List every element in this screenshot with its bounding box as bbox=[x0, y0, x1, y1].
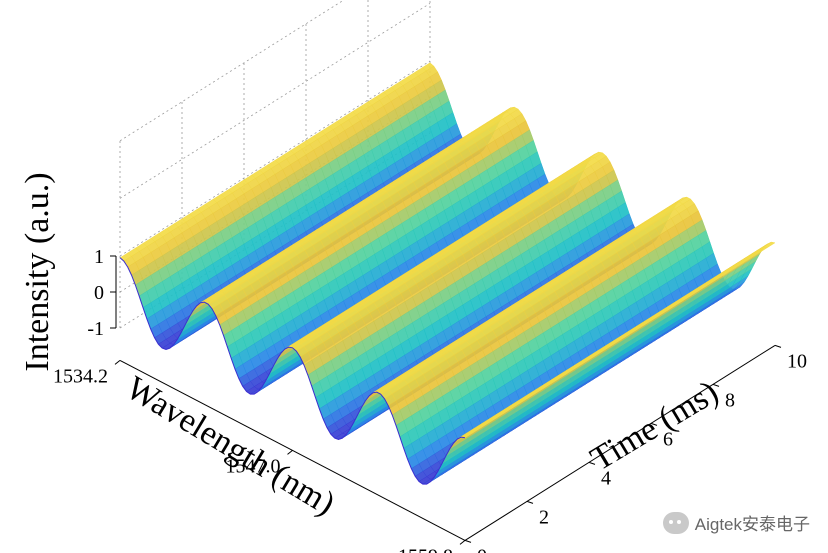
grid-line bbox=[119, 3, 431, 199]
y-tick-label: 6 bbox=[663, 428, 673, 450]
surface-front-edge bbox=[119, 257, 466, 485]
y-tick-mark bbox=[588, 461, 596, 465]
axes bbox=[110, 255, 782, 545]
z-tick-label: 0 bbox=[94, 282, 104, 304]
z-tick-label: -1 bbox=[87, 318, 104, 340]
watermark: Aigtek安泰电子 bbox=[662, 510, 810, 535]
y-tick-mark bbox=[774, 344, 782, 348]
y-tick-label: 8 bbox=[725, 389, 735, 411]
z-tick-label: 1 bbox=[94, 246, 104, 268]
x-tick-mark bbox=[459, 540, 466, 545]
y-tick-mark bbox=[526, 500, 534, 504]
y-axis-line bbox=[464, 344, 776, 541]
x-tick-label: 1547.0 bbox=[226, 455, 281, 477]
x-tick-label: 1559.8 bbox=[398, 545, 453, 553]
y-tick-mark bbox=[650, 422, 658, 426]
y-tick-label: 10 bbox=[787, 350, 807, 372]
grid-line bbox=[119, 60, 431, 257]
y-tick-mark bbox=[464, 539, 472, 543]
x-tick-mark bbox=[114, 360, 121, 365]
grid-line bbox=[119, 0, 345, 142]
wechat-icon bbox=[662, 511, 689, 534]
x-axis-label: Wavelength (nm) bbox=[120, 369, 341, 522]
x-tick-label: 1534.2 bbox=[53, 365, 108, 387]
y-tick-label: 0 bbox=[477, 545, 487, 553]
watermark-text: Aigtek安泰电子 bbox=[694, 515, 810, 534]
y-axis-label: Time (ms) bbox=[584, 374, 724, 479]
z-axis-label: Intensity (a.u.) bbox=[19, 172, 56, 371]
y-tick-mark bbox=[712, 383, 720, 387]
intensity-surface bbox=[119, 62, 776, 485]
y-tick-label: 4 bbox=[601, 467, 611, 489]
y-tick-label: 2 bbox=[539, 506, 549, 528]
x-tick-mark bbox=[287, 450, 293, 455]
